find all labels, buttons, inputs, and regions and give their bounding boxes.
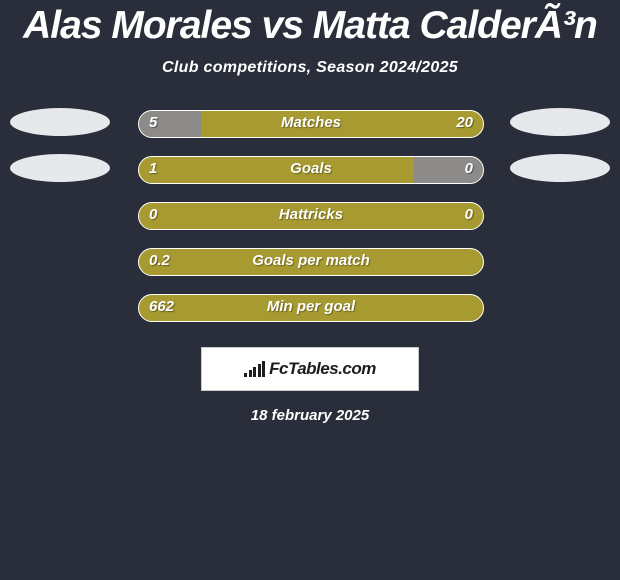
snapshot-date: 18 february 2025	[0, 407, 620, 424]
stat-bar: 662Min per goal	[138, 294, 484, 322]
metric-row: 00Hattricks	[0, 197, 620, 243]
stat-label: Matches	[139, 114, 483, 131]
player-badge-left	[10, 154, 110, 182]
player-badge-left	[10, 108, 110, 136]
stat-label: Min per goal	[139, 298, 483, 315]
stat-label: Goals per match	[139, 252, 483, 269]
stat-bar: 0.2Goals per match	[138, 248, 484, 276]
player-badge-right	[510, 154, 610, 182]
brand-text: FcTables.com	[269, 359, 376, 379]
player-badge-right	[510, 108, 610, 136]
page-title: Alas Morales vs Matta CalderÃ³n	[0, 0, 620, 47]
brand-box[interactable]: FcTables.com	[201, 347, 419, 391]
metric-row: 0.2Goals per match	[0, 243, 620, 289]
comparison-card: Alas Morales vs Matta CalderÃ³n Club com…	[0, 0, 620, 580]
stat-bar: 00Hattricks	[138, 202, 484, 230]
metrics-list: 520Matches 10Goals 00Hattricks 0.2Goals per…	[0, 105, 620, 335]
stat-bar: 10Goals	[138, 156, 484, 184]
stat-bar: 520Matches	[138, 110, 484, 138]
stat-label: Goals	[139, 160, 483, 177]
stat-label: Hattricks	[139, 206, 483, 223]
metric-row: 520Matches	[0, 105, 620, 151]
metric-row: 10Goals	[0, 151, 620, 197]
bar-chart-icon	[244, 361, 265, 377]
metric-row: 662Min per goal	[0, 289, 620, 335]
subtitle: Club competitions, Season 2024/2025	[0, 59, 620, 77]
